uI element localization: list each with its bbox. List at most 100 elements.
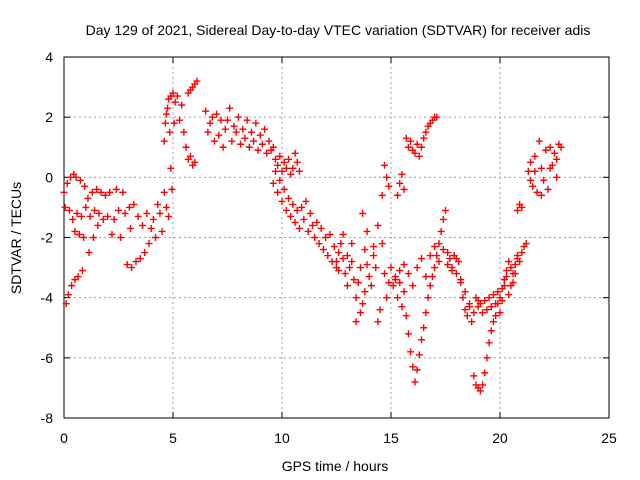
data-point — [404, 270, 412, 278]
data-point — [274, 161, 282, 169]
data-point — [280, 158, 288, 166]
data-point — [531, 167, 539, 175]
data-point — [413, 366, 421, 374]
data-point — [76, 176, 84, 184]
data-points — [60, 77, 565, 395]
data-point — [86, 212, 94, 220]
data-point — [383, 173, 391, 181]
data-point — [271, 167, 279, 175]
data-point — [134, 212, 142, 220]
data-point — [343, 252, 351, 260]
data-point — [339, 255, 347, 263]
data-point — [228, 137, 236, 145]
data-point — [513, 255, 521, 263]
data-point — [509, 279, 517, 287]
data-point — [361, 288, 369, 296]
data-point — [500, 282, 508, 290]
data-point — [128, 264, 136, 272]
data-point — [455, 258, 463, 266]
data-point — [489, 318, 497, 326]
data-point — [420, 134, 428, 142]
data-point — [247, 128, 255, 136]
data-point — [378, 191, 386, 199]
data-point — [309, 221, 317, 229]
data-point — [289, 164, 297, 172]
data-point — [407, 348, 415, 356]
data-point — [282, 206, 290, 214]
data-point — [261, 125, 269, 133]
data-point — [313, 218, 321, 226]
data-point — [413, 140, 421, 148]
data-point — [459, 294, 467, 302]
data-point — [461, 288, 469, 296]
data-point — [93, 185, 101, 193]
data-point — [402, 134, 410, 142]
data-point — [158, 227, 166, 235]
data-point — [394, 294, 402, 302]
data-point — [91, 206, 99, 214]
data-point — [125, 203, 133, 211]
data-point — [168, 185, 176, 193]
data-point — [291, 218, 299, 226]
data-point — [418, 255, 426, 263]
data-point — [186, 152, 194, 160]
data-point — [529, 182, 537, 190]
data-point — [324, 252, 332, 260]
data-point — [161, 119, 169, 127]
y-tick-label: -6 — [41, 350, 54, 366]
data-point — [385, 182, 393, 190]
data-point — [322, 234, 330, 241]
data-point — [359, 300, 367, 308]
data-point — [437, 227, 445, 235]
data-point — [333, 258, 340, 266]
data-point — [531, 152, 539, 160]
data-point — [326, 230, 334, 238]
data-point — [69, 215, 77, 223]
data-point — [356, 309, 364, 317]
data-point — [492, 300, 500, 308]
data-point — [363, 227, 371, 235]
data-point — [226, 104, 234, 112]
data-point — [522, 240, 530, 248]
data-point — [104, 212, 112, 220]
data-point — [215, 131, 223, 139]
data-point — [317, 224, 325, 232]
data-point — [400, 185, 408, 193]
data-point — [61, 203, 69, 211]
data-point — [145, 240, 153, 248]
data-point — [241, 134, 249, 142]
data-point — [213, 110, 221, 118]
data-point — [409, 363, 417, 371]
data-point — [485, 339, 493, 347]
data-point — [232, 128, 240, 136]
data-point — [422, 128, 430, 136]
x-tick-label: 5 — [169, 430, 177, 446]
data-point — [391, 276, 399, 284]
data-point — [165, 212, 173, 220]
data-point — [465, 303, 473, 311]
data-point — [271, 155, 279, 163]
data-point — [394, 191, 402, 199]
data-point — [126, 224, 134, 232]
x-tick-label: 10 — [274, 430, 290, 446]
data-point — [335, 249, 343, 257]
data-point — [339, 230, 347, 238]
data-point — [433, 113, 441, 121]
data-point — [489, 291, 497, 299]
data-point — [293, 206, 301, 214]
data-point — [243, 116, 251, 124]
y-tick-label: 0 — [45, 169, 53, 185]
data-point — [269, 179, 277, 187]
data-point — [85, 249, 93, 257]
y-tick-label: -2 — [41, 230, 54, 246]
data-point — [507, 264, 515, 272]
data-point — [173, 92, 181, 100]
data-point — [293, 158, 301, 166]
data-point — [498, 297, 506, 305]
data-point — [224, 116, 231, 124]
data-point — [341, 270, 349, 278]
data-point — [413, 264, 421, 272]
data-point — [439, 215, 447, 223]
data-point — [448, 264, 456, 272]
